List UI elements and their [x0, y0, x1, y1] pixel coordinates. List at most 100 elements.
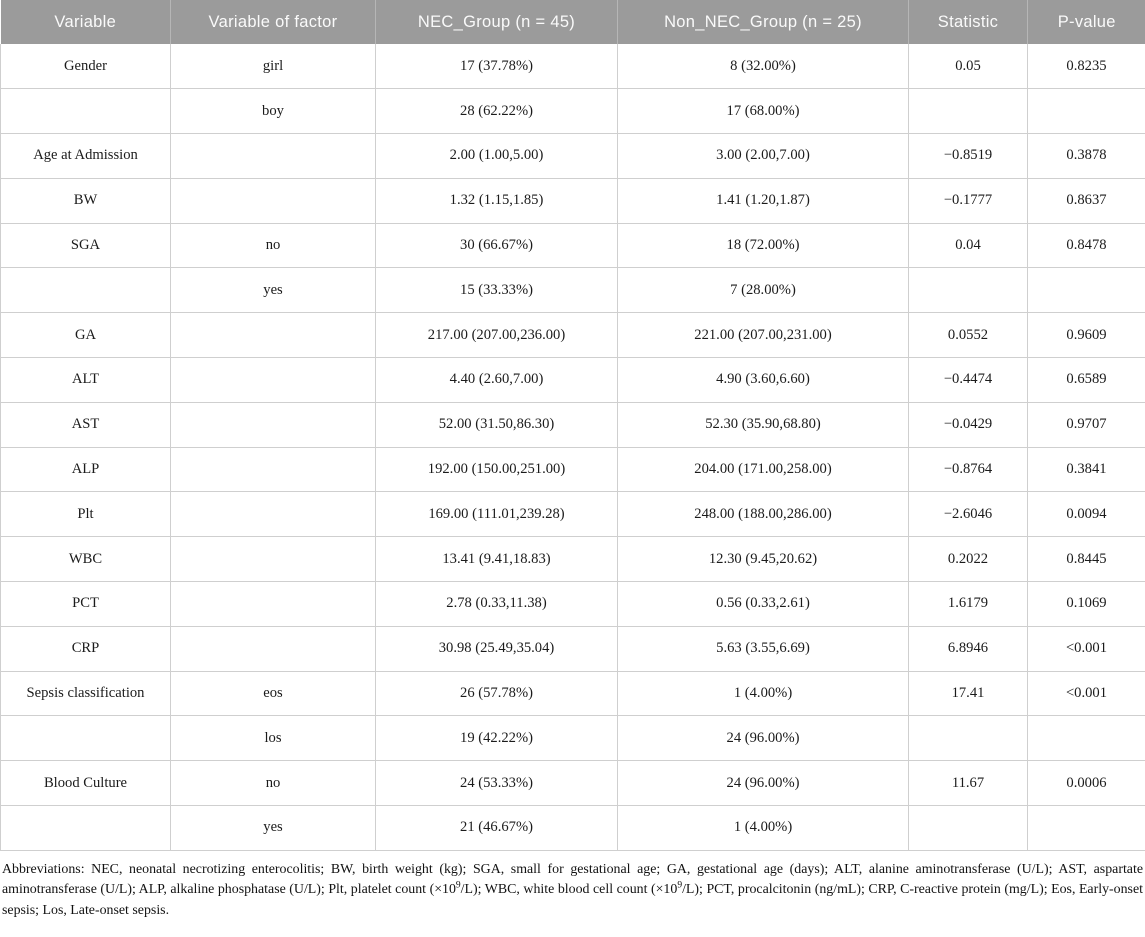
table-cell: 1.6179: [908, 581, 1028, 627]
table-cell: 0.04: [908, 222, 1028, 269]
baseline-characteristics-table: Variable Variable of factor NEC_Group (n…: [0, 0, 1145, 851]
table-cell: SGA: [0, 222, 171, 269]
table-cell: [1027, 267, 1145, 314]
table-cell: 52.00 (31.50,86.30): [375, 401, 618, 448]
table-cell: <0.001: [1027, 670, 1145, 717]
table-row: WBC 13.41 (9.41,18.83) 12.30 (9.45,20.62) 0…: [0, 536, 1145, 583]
column-header-variable: Variable: [0, 0, 171, 44]
table-cell: eos: [170, 670, 376, 717]
table-cell: Age at Admission: [0, 133, 171, 179]
table-cell: 0.0552: [908, 312, 1028, 359]
column-header-non-nec-group: Non_NEC_Group (n = 25): [617, 0, 909, 44]
table-cell: 24 (53.33%): [375, 760, 618, 807]
table-cell: 17 (37.78%): [375, 44, 618, 90]
table-cell: −0.8764: [908, 446, 1028, 493]
table-row: CRP 30.98 (25.49,35.04) 5.63 (3.55,6.69) 6.…: [0, 625, 1145, 672]
table-cell: girl: [170, 44, 376, 90]
table-cell: 0.3878: [1027, 133, 1145, 179]
table-cell: [170, 491, 376, 538]
table-row: BW 1.32 (1.15,1.85) 1.41 (1.20,1.87) −0.177…: [0, 177, 1145, 224]
table-row: yes 21 (46.67%) 1 (4.00%): [0, 805, 1145, 851]
table-cell: [908, 805, 1028, 851]
table-cell: [170, 581, 376, 627]
table-cell: 2.78 (0.33,11.38): [375, 581, 618, 627]
table-cell: PCT: [0, 581, 171, 627]
table-row: boy 28 (62.22%) 17 (68.00%): [0, 88, 1145, 135]
table-cell: 21 (46.67%): [375, 805, 618, 851]
table-header: Variable Variable of factor NEC_Group (n…: [0, 0, 1145, 44]
table-cell: 6.8946: [908, 625, 1028, 672]
table-cell: 12.30 (9.45,20.62): [617, 536, 909, 583]
table-cell: 0.56 (0.33,2.61): [617, 581, 909, 627]
table-cell: Gender: [0, 44, 171, 90]
table-cell: [170, 357, 376, 403]
table-cell: [908, 715, 1028, 762]
table-row: Gender girl 17 (37.78%) 8 (32.00%) 0.05 0.823…: [0, 44, 1145, 90]
table-footnote: Abbreviations: NEC, neonatal necrotizing…: [0, 851, 1145, 922]
table-cell: 30.98 (25.49,35.04): [375, 625, 618, 672]
table-cell: −0.0429: [908, 401, 1028, 448]
table-cell: CRP: [0, 625, 171, 672]
footnote-superscript-9: 9: [455, 880, 461, 891]
table-cell: [170, 625, 376, 672]
table-cell: 204.00 (171.00,258.00): [617, 446, 909, 493]
table-cell: yes: [170, 267, 376, 314]
table-cell: [170, 312, 376, 359]
footnote-text-part3: /L); PCT, procalcitonin (ng/mL); CRP, C-…: [2, 882, 1143, 918]
table-cell: BW: [0, 177, 171, 224]
table-cell: 24 (96.00%): [617, 715, 909, 762]
table-cell: 217.00 (207.00,236.00): [375, 312, 618, 359]
table-row: SGA no 30 (66.67%) 18 (72.00%) 0.04 0.8478: [0, 222, 1145, 269]
table-cell: <0.001: [1027, 625, 1145, 672]
table-cell: GA: [0, 312, 171, 359]
table-cell: 0.8478: [1027, 222, 1145, 269]
table-cell: los: [170, 715, 376, 762]
table-cell: 248.00 (188.00,286.00): [617, 491, 909, 538]
table-cell: [0, 88, 171, 135]
table-cell: 52.30 (35.90,68.80): [617, 401, 909, 448]
table-cell: 0.0094: [1027, 491, 1145, 538]
table-cell: [170, 446, 376, 493]
table-cell: 0.9609: [1027, 312, 1145, 359]
table-row: AST 52.00 (31.50,86.30) 52.30 (35.90,68.80…: [0, 401, 1145, 448]
table-cell: Blood Culture: [0, 760, 171, 807]
table-cell: 17.41: [908, 670, 1028, 717]
table-body: Gender girl 17 (37.78%) 8 (32.00%) 0.05 0.823…: [0, 44, 1145, 851]
table-cell: [908, 267, 1028, 314]
table-cell: [170, 133, 376, 179]
table-cell: 24 (96.00%): [617, 760, 909, 807]
table-cell: 4.90 (3.60,6.60): [617, 357, 909, 403]
table-row: Blood Culture no 24 (53.33%) 24 (96.00%) 11.…: [0, 760, 1145, 807]
table-cell: 30 (66.67%): [375, 222, 618, 269]
table-cell: [0, 267, 171, 314]
table-cell: 0.9707: [1027, 401, 1145, 448]
table-cell: 0.0006: [1027, 760, 1145, 807]
table-cell: [0, 805, 171, 851]
table-cell: 11.67: [908, 760, 1028, 807]
table-cell: no: [170, 222, 376, 269]
table-row: ALT 4.40 (2.60,7.00) 4.90 (3.60,6.60) −0.44…: [0, 357, 1145, 403]
table-cell: 0.1069: [1027, 581, 1145, 627]
table-cell: Sepsis classification: [0, 670, 171, 717]
header-row: Variable Variable of factor NEC_Group (n…: [0, 0, 1145, 44]
table-cell: 7 (28.00%): [617, 267, 909, 314]
table-row: Plt 169.00 (111.01,239.28) 248.00 (188.00,…: [0, 491, 1145, 538]
table-cell: AST: [0, 401, 171, 448]
footnote-superscript-9b: 9: [677, 880, 683, 891]
footnote-text-part1: Abbreviations: NEC, neonatal necrotizing…: [2, 861, 1143, 898]
table-row: GA 217.00 (207.00,236.00) 221.00 (207.00,2…: [0, 312, 1145, 359]
table-cell: 0.05: [908, 44, 1028, 90]
table-cell: −2.6046: [908, 491, 1028, 538]
table-cell: WBC: [0, 536, 171, 583]
table-cell: [1027, 715, 1145, 762]
table-cell: 17 (68.00%): [617, 88, 909, 135]
table-cell: 28 (62.22%): [375, 88, 618, 135]
table-cell: Plt: [0, 491, 171, 538]
table-row: yes 15 (33.33%) 7 (28.00%): [0, 267, 1145, 314]
table-cell: boy: [170, 88, 376, 135]
table-cell: 18 (72.00%): [617, 222, 909, 269]
table-cell: 1 (4.00%): [617, 805, 909, 851]
table-cell: 1.32 (1.15,1.85): [375, 177, 618, 224]
table-cell: 0.6589: [1027, 357, 1145, 403]
table-cell: [908, 88, 1028, 135]
